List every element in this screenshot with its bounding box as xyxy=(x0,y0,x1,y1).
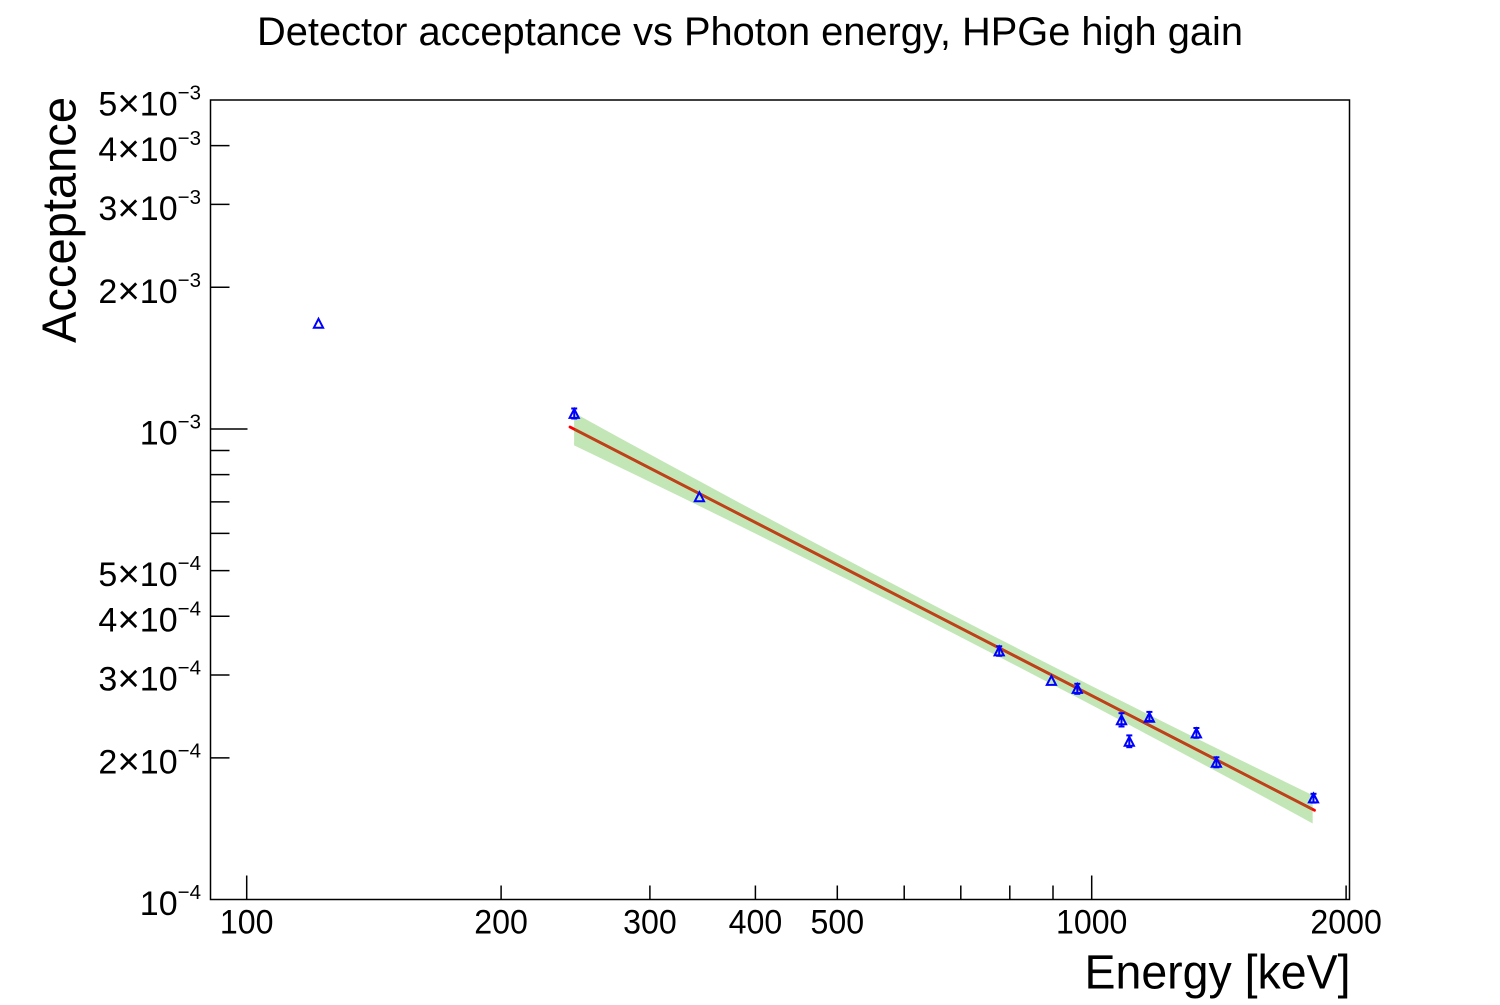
svg-text:300: 300 xyxy=(623,904,677,942)
svg-text:3×10−4: 3×10−4 xyxy=(98,657,201,701)
svg-text:2000: 2000 xyxy=(1310,904,1381,942)
svg-text:3×10−3: 3×10−3 xyxy=(98,186,201,230)
svg-text:400: 400 xyxy=(729,904,783,942)
svg-text:500: 500 xyxy=(811,904,865,942)
svg-text:Detector acceptance vs Photon: Detector acceptance vs Photon energy, HP… xyxy=(257,10,1243,54)
svg-text:100: 100 xyxy=(220,904,274,942)
svg-text:Acceptance: Acceptance xyxy=(34,97,87,343)
svg-text:1000: 1000 xyxy=(1056,904,1127,942)
svg-text:200: 200 xyxy=(474,904,528,942)
svg-text:Energy [keV]: Energy [keV] xyxy=(1085,947,1351,1000)
svg-text:2×10−4: 2×10−4 xyxy=(98,739,201,783)
